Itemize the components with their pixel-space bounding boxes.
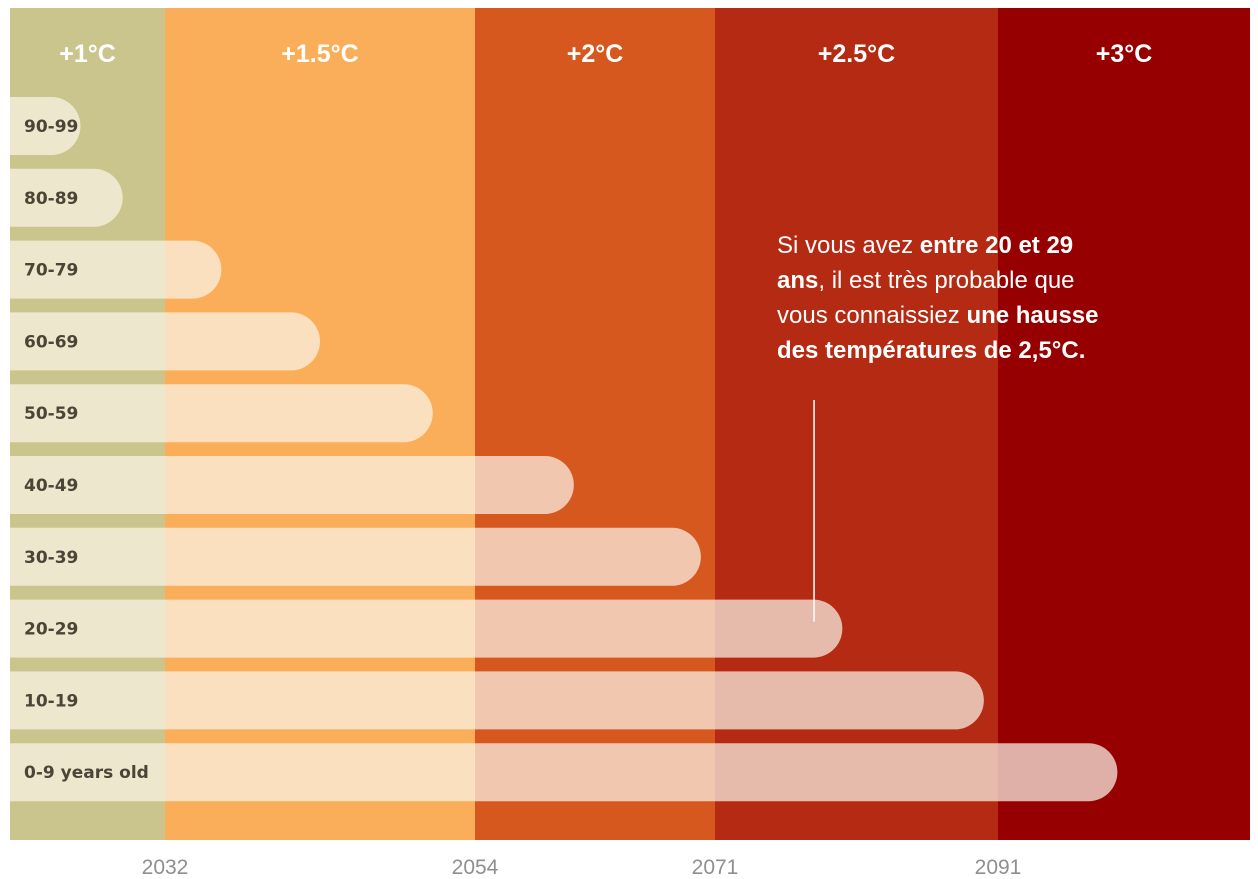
annotation-text: Si vous avez entre 20 et 29 ans, il est … bbox=[777, 232, 1099, 364]
bar-2 bbox=[10, 240, 222, 299]
zone-labels: +1°C +1.5°C +2°C +2.5°C +3°C bbox=[59, 40, 1152, 68]
age-label-7: 20-29 bbox=[24, 620, 78, 640]
zone-label-0: +1°C bbox=[59, 40, 116, 68]
age-label-0: 90-99 bbox=[24, 117, 78, 137]
zone-label-2: +2°C bbox=[567, 40, 624, 68]
year-ticks: 2032 2054 2071 2091 bbox=[142, 856, 1022, 879]
age-label-9: 0-9 years old bbox=[24, 763, 149, 783]
age-label-4: 50-59 bbox=[24, 404, 78, 424]
age-label-5: 40-49 bbox=[24, 476, 78, 496]
age-label-2: 70-79 bbox=[24, 261, 78, 281]
bar-1 bbox=[10, 168, 123, 227]
year-tick-1: 2054 bbox=[452, 856, 499, 879]
zone-label-4: +3°C bbox=[1096, 40, 1153, 68]
bar-7 bbox=[10, 599, 843, 658]
bar-6 bbox=[10, 527, 701, 586]
age-labels: 90-99 80-89 70-79 60-69 50-59 40-49 30-39 20-29… bbox=[24, 117, 149, 783]
age-label-1: 80-89 bbox=[24, 189, 78, 209]
age-label-6: 30-39 bbox=[24, 548, 78, 568]
age-label-8: 10-19 bbox=[24, 691, 78, 711]
zone-label-3: +2.5°C bbox=[818, 40, 895, 68]
year-tick-0: 2032 bbox=[142, 856, 189, 879]
bar-9 bbox=[10, 743, 1118, 802]
age-label-3: 60-69 bbox=[24, 332, 78, 352]
zone-label-1: +1.5°C bbox=[281, 40, 358, 68]
bar-8 bbox=[10, 671, 984, 730]
bar-4 bbox=[10, 384, 433, 443]
year-tick-2: 2071 bbox=[692, 856, 739, 879]
bar-5 bbox=[10, 456, 574, 514]
bar-0 bbox=[10, 97, 81, 155]
zone-band-4 bbox=[998, 8, 1250, 840]
bar-3 bbox=[10, 312, 320, 371]
year-tick-3: 2091 bbox=[975, 856, 1022, 879]
age-bars bbox=[10, 97, 1118, 802]
